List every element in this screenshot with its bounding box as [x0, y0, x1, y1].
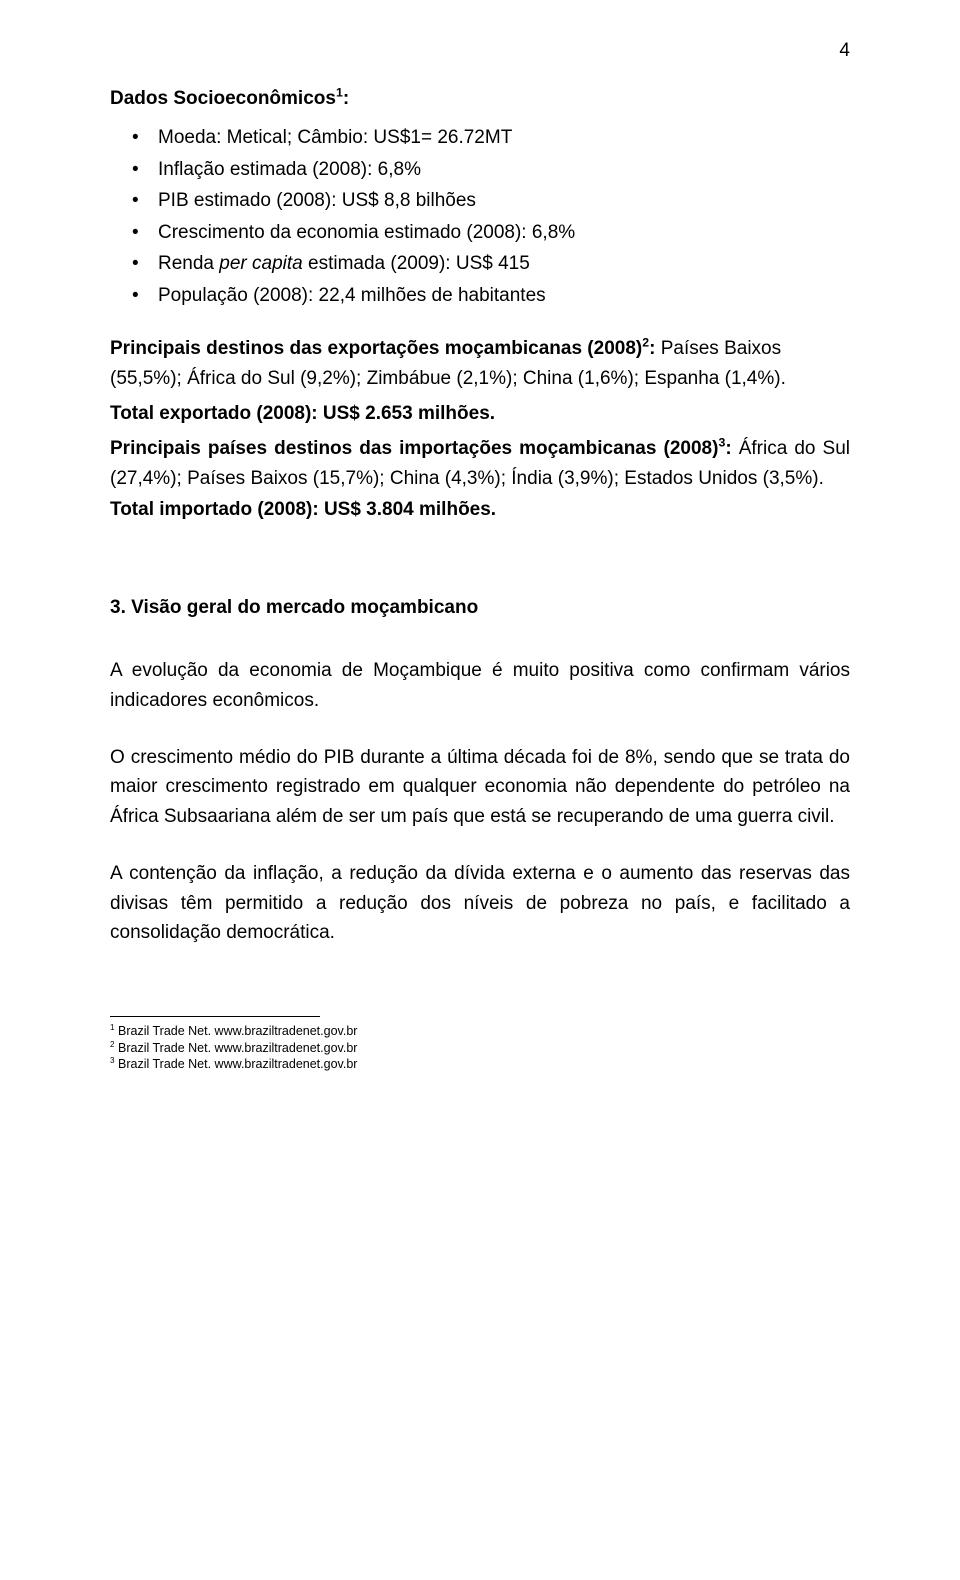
- bullet-text: Inflação estimada (2008): 6,8%: [158, 159, 421, 180]
- bullet-item: Moeda: Metical; Câmbio: US$1= 26.72MT: [158, 123, 850, 152]
- export-line1: Principais destinos das exportações moça…: [110, 334, 850, 363]
- footnote-text: Brazil Trade Net. www.braziltradenet.gov…: [115, 1041, 358, 1055]
- footnotes: 1 Brazil Trade Net. www.braziltradenet.g…: [110, 1023, 850, 1074]
- import-total: Total importado (2008): US$ 3.804 milhõe…: [110, 495, 850, 524]
- bullet-text: População (2008): 22,4 milhões de habita…: [158, 285, 546, 306]
- import-destinations: Principais países destinos das importaçõ…: [110, 434, 850, 493]
- bullet-italic: per capita: [219, 253, 302, 274]
- bullet-item: População (2008): 22,4 milhões de habita…: [158, 281, 850, 310]
- export-line2: (55,5%); África do Sul (9,2%); Zimbábue …: [110, 364, 850, 393]
- footnote-separator: [110, 1016, 320, 1017]
- bullet-text: PIB estimado (2008): US$ 8,8 bilhões: [158, 190, 476, 211]
- footnote-item: 1 Brazil Trade Net. www.braziltradenet.g…: [110, 1023, 850, 1040]
- footnote-text: Brazil Trade Net. www.braziltradenet.gov…: [115, 1024, 358, 1038]
- bullet-post: estimada (2009): US$ 415: [303, 253, 530, 274]
- heading-post: :: [343, 88, 349, 109]
- export-bold-pre: Principais destinos das exportações moça…: [110, 338, 642, 359]
- footnote-item: 3 Brazil Trade Net. www.braziltradenet.g…: [110, 1056, 850, 1073]
- page-number: 4: [839, 36, 850, 65]
- socioeconomic-bullets: Moeda: Metical; Câmbio: US$1= 26.72MT In…: [110, 123, 850, 310]
- export-total: Total exportado (2008): US$ 2.653 milhõe…: [110, 399, 850, 428]
- paragraph-2: O crescimento médio do PIB durante a últ…: [110, 743, 850, 831]
- bullet-item: Inflação estimada (2008): 6,8%: [158, 155, 850, 184]
- document-page: 4 Dados Socioeconômicos1: Moeda: Metical…: [0, 0, 960, 1580]
- import-total-text: Total importado (2008): US$ 3.804 milhõe…: [110, 499, 496, 520]
- heading-sup: 1: [336, 86, 343, 100]
- heading-pre: Dados Socioeconômicos: [110, 88, 336, 109]
- heading-socioeconomic: Dados Socioeconômicos1:: [110, 84, 850, 113]
- bullet-pre: Renda: [158, 253, 219, 274]
- paragraph-3: A contenção da inflação, a redução da dí…: [110, 859, 850, 947]
- import-bold-pre: Principais países destinos das importaçõ…: [110, 438, 718, 459]
- bullet-item: PIB estimado (2008): US$ 8,8 bilhões: [158, 186, 850, 215]
- export-destinations: Principais destinos das exportações moça…: [110, 334, 850, 393]
- export-rest1: Países Baixos: [655, 338, 781, 359]
- bullet-text: Crescimento da economia estimado (2008):…: [158, 222, 575, 243]
- footnote-text: Brazil Trade Net. www.braziltradenet.gov…: [115, 1057, 358, 1071]
- bullet-item: Crescimento da economia estimado (2008):…: [158, 218, 850, 247]
- export-total-text: Total exportado (2008): US$ 2.653 milhõe…: [110, 403, 495, 424]
- paragraph-1: A evolução da economia de Moçambique é m…: [110, 656, 850, 715]
- bullet-text: Moeda: Metical; Câmbio: US$1= 26.72MT: [158, 127, 512, 148]
- heading-market-overview: 3. Visão geral do mercado moçambicano: [110, 593, 850, 622]
- footnote-item: 2 Brazil Trade Net. www.braziltradenet.g…: [110, 1040, 850, 1057]
- bullet-item: Renda per capita estimada (2009): US$ 41…: [158, 249, 850, 278]
